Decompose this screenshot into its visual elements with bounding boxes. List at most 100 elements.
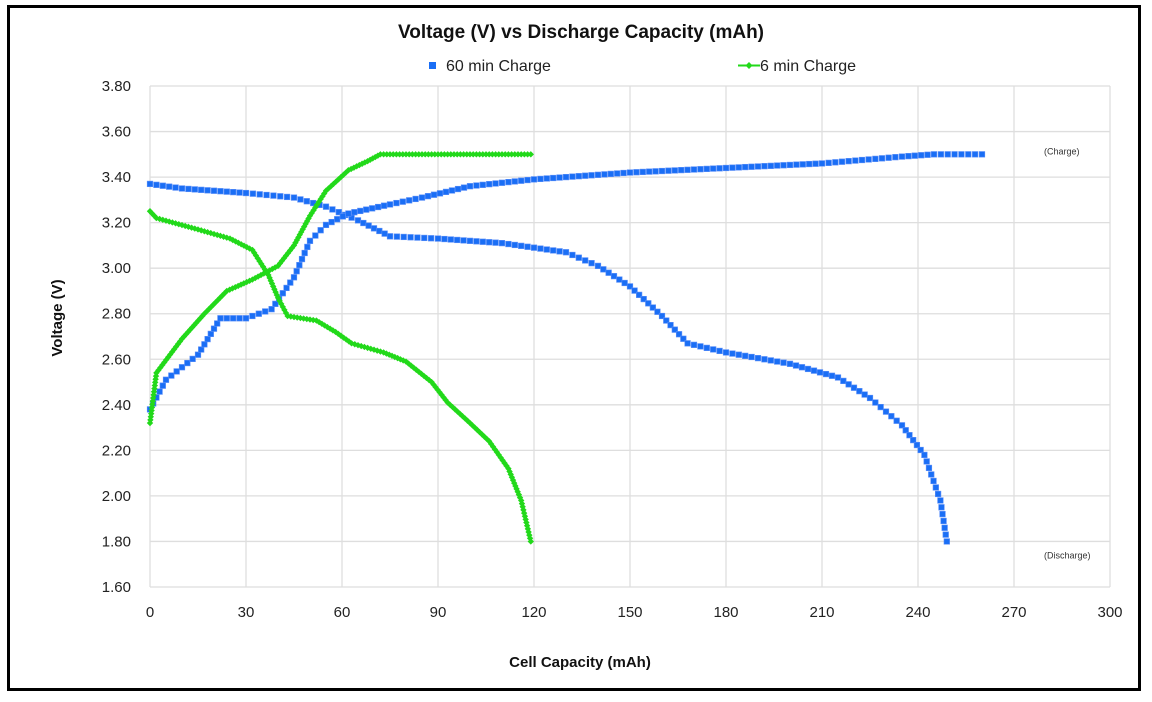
data-point — [905, 153, 912, 160]
data-point — [198, 186, 205, 193]
data-point — [735, 351, 742, 358]
data-point — [360, 219, 367, 227]
data-point — [633, 169, 640, 176]
data-point — [153, 214, 160, 222]
legend-label-60min: 60 min Charge — [446, 58, 551, 75]
x-tick-labels: 0 30 60 90 120 150 180 210 240 270 300 — [146, 604, 1123, 621]
data-point — [816, 369, 824, 376]
data-point — [518, 177, 525, 184]
y-tick-label: 3.00 — [102, 260, 131, 277]
data-point — [255, 310, 262, 317]
data-point — [375, 203, 382, 211]
data-point — [454, 236, 461, 244]
data-point — [680, 335, 687, 342]
data-point — [872, 399, 879, 406]
data-point — [178, 221, 186, 229]
data-point — [189, 355, 196, 362]
data-point — [322, 203, 330, 210]
y-tick-label: 3.80 — [102, 78, 131, 95]
data-point — [792, 362, 800, 369]
data-point — [240, 280, 248, 287]
data-point — [421, 234, 428, 242]
data-point — [214, 320, 221, 327]
data-point — [353, 163, 360, 170]
data-point — [735, 164, 742, 171]
y-tick-label: 3.20 — [102, 215, 131, 232]
data-point — [524, 525, 532, 533]
data-point — [838, 158, 846, 165]
data-point — [256, 191, 263, 198]
data-point — [935, 490, 942, 498]
data-point — [938, 504, 945, 511]
data-point — [518, 497, 525, 504]
data-point — [486, 181, 493, 188]
data-point — [230, 189, 237, 196]
data-point — [703, 344, 710, 351]
data-point — [350, 164, 358, 171]
data-point — [506, 468, 513, 475]
data-point — [407, 234, 414, 241]
data-point — [230, 315, 237, 322]
data-point — [283, 284, 290, 292]
data-point — [550, 174, 557, 182]
legend-label-6min: 6 min Charge — [760, 58, 856, 75]
data-point — [317, 227, 324, 234]
data-point — [639, 168, 646, 176]
data-point — [877, 403, 884, 411]
y-tick-label: 1.60 — [102, 579, 131, 596]
data-point — [386, 233, 394, 240]
data-point — [441, 235, 448, 243]
data-point — [159, 382, 166, 389]
y-tick-label: 2.00 — [102, 488, 131, 505]
data-point — [520, 506, 527, 514]
data-point — [649, 304, 656, 311]
data-point — [393, 233, 400, 240]
data-point — [146, 180, 154, 188]
data-point — [524, 176, 531, 184]
chart-title: Voltage (V) vs Discharge Capacity (mAh) — [398, 22, 764, 43]
data-point — [434, 235, 442, 242]
data-point — [515, 491, 523, 498]
data-point — [569, 173, 576, 180]
data-point — [812, 160, 819, 167]
data-point — [913, 441, 921, 449]
x-axis-title: Cell Capacity (mAh) — [509, 654, 651, 671]
data-point — [236, 189, 243, 196]
x-tick-label: 60 — [334, 604, 351, 621]
data-point — [924, 151, 931, 158]
data-point — [729, 350, 736, 357]
data-point — [279, 290, 286, 297]
data-point — [582, 257, 589, 264]
data-point — [556, 174, 563, 181]
data-point — [226, 235, 234, 242]
data-point — [845, 381, 852, 388]
data-point — [607, 170, 614, 178]
data-point — [508, 474, 516, 481]
data-point — [436, 190, 444, 197]
data-point — [626, 169, 634, 176]
data-point — [376, 227, 383, 235]
data-point — [270, 192, 277, 199]
data-point — [902, 427, 909, 434]
data-point — [519, 503, 526, 510]
data-point — [306, 237, 314, 244]
data-point — [290, 274, 298, 281]
x-tick-label: 240 — [905, 604, 930, 621]
data-point — [172, 184, 179, 191]
data-point — [840, 377, 847, 385]
data-point — [217, 188, 224, 195]
data-point — [204, 336, 211, 343]
data-point — [767, 357, 774, 364]
data-point — [923, 458, 930, 465]
data-point — [148, 404, 156, 411]
data-point — [588, 260, 595, 267]
data-point — [799, 161, 806, 168]
x-tick-label: 210 — [809, 604, 834, 621]
data-point — [710, 165, 717, 172]
data-point — [492, 180, 499, 187]
data-point — [249, 190, 256, 197]
data-point — [872, 155, 879, 162]
data-point — [600, 266, 607, 273]
data-point — [806, 160, 813, 168]
chart-frame — [7, 5, 1141, 691]
